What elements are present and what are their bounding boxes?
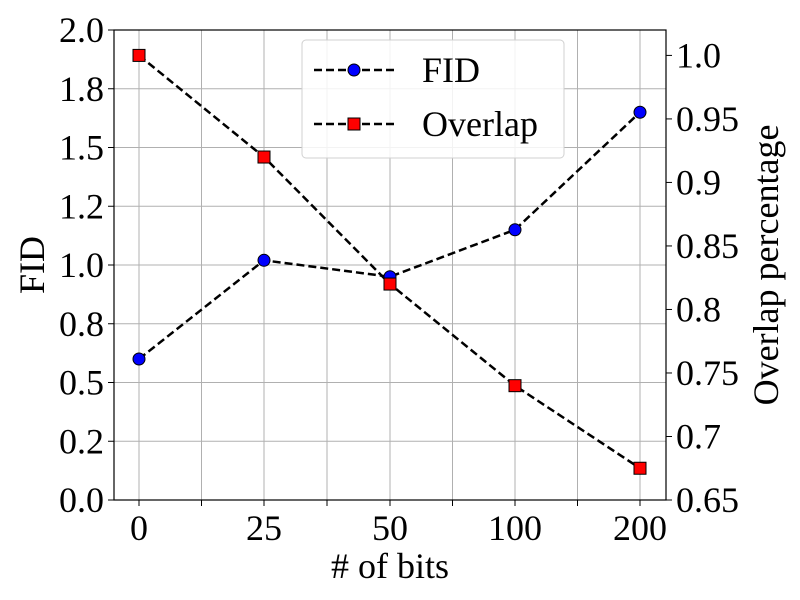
y-tick-label: 0.0 bbox=[59, 480, 104, 520]
y2-tick-label: 0.95 bbox=[676, 99, 739, 139]
y-axis-label: FID bbox=[12, 236, 52, 294]
y2-tick-label: 0.8 bbox=[676, 289, 721, 329]
data-point-fid bbox=[633, 105, 647, 119]
x-axis-label: # of bits bbox=[331, 546, 449, 586]
legend-marker-overlap bbox=[347, 117, 361, 131]
y2-tick-label: 0.9 bbox=[676, 162, 721, 202]
y-tick-label: 0.8 bbox=[59, 304, 104, 344]
x-tick-label: 200 bbox=[613, 508, 667, 548]
y-tick-label: 1.0 bbox=[59, 245, 104, 285]
y2-tick-label: 0.65 bbox=[676, 480, 739, 520]
y-tick-label: 1.5 bbox=[59, 128, 104, 168]
x-tick-label: 100 bbox=[488, 508, 542, 548]
y-tick-label: 1.2 bbox=[59, 186, 104, 226]
y-tick-label: 0.2 bbox=[59, 421, 104, 461]
data-point-overlap bbox=[633, 461, 647, 475]
legend-label-fid: FID bbox=[422, 50, 480, 90]
legend-label-overlap: Overlap bbox=[422, 104, 538, 144]
x-axis-ticks: 0 25 50 100 200 bbox=[130, 500, 667, 548]
data-point-fid bbox=[508, 223, 522, 237]
y2-tick-label: 0.7 bbox=[676, 416, 721, 456]
y-tick-label: 1.8 bbox=[59, 69, 104, 109]
y2-tick-label: 0.85 bbox=[676, 226, 739, 266]
x-tick-label: 25 bbox=[246, 508, 282, 548]
data-point-overlap bbox=[132, 48, 146, 62]
x-tick-label: 0 bbox=[130, 508, 148, 548]
data-point-overlap bbox=[383, 277, 397, 291]
x-tick-label: 50 bbox=[372, 508, 408, 548]
y2-tick-label: 1.0 bbox=[676, 35, 721, 75]
y-tick-label: 2.0 bbox=[59, 10, 104, 50]
y2-tick-label: 0.75 bbox=[676, 353, 739, 393]
data-point-fid bbox=[132, 352, 146, 366]
y2-axis-label: Overlap percentage bbox=[746, 125, 786, 406]
data-point-fid bbox=[257, 253, 271, 267]
data-point-overlap bbox=[257, 150, 271, 164]
y-tick-label: 0.5 bbox=[59, 363, 104, 403]
legend-marker-fid bbox=[347, 63, 361, 77]
y2-axis-ticks: 0.65 0.7 0.75 0.8 0.85 0.9 0.95 1.0 bbox=[666, 35, 739, 520]
series-markers bbox=[132, 48, 647, 475]
legend: FID Overlap bbox=[301, 39, 565, 159]
data-point-overlap bbox=[508, 379, 522, 393]
y-axis-ticks: 0.0 0.2 0.5 0.8 1.0 1.2 1.5 1.8 2.0 bbox=[59, 10, 114, 520]
